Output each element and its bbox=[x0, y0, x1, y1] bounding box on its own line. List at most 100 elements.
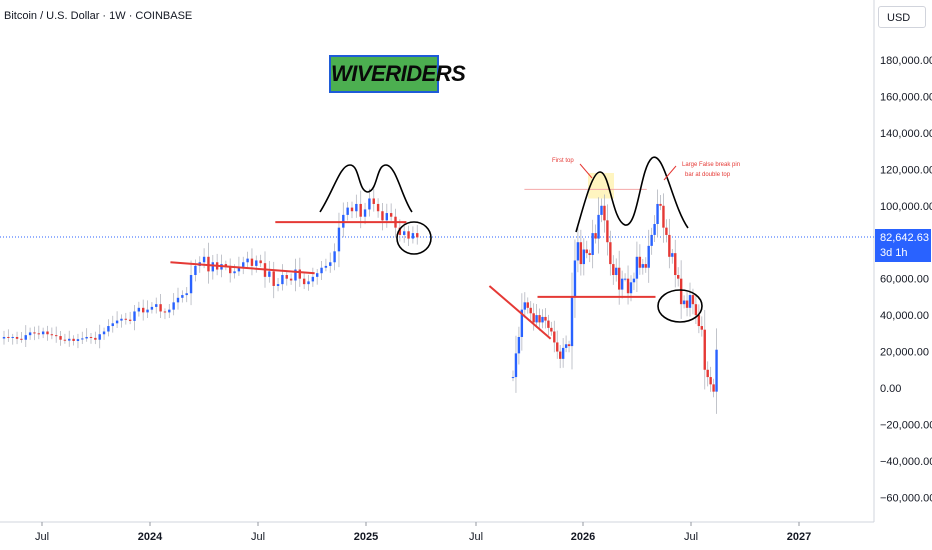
candle-body bbox=[316, 273, 319, 277]
candle-body bbox=[224, 264, 228, 266]
candle-body bbox=[535, 315, 538, 323]
candle-body bbox=[641, 264, 644, 268]
candle-body bbox=[559, 351, 562, 359]
right-series-candles bbox=[511, 189, 718, 414]
candle-body bbox=[553, 331, 556, 343]
candle-body bbox=[133, 311, 136, 321]
time-tick-label: 2026 bbox=[571, 531, 595, 543]
highlight-box bbox=[588, 172, 614, 199]
candle-body bbox=[600, 205, 603, 215]
candle-body bbox=[302, 278, 306, 285]
candle-body bbox=[268, 271, 271, 277]
candle-body bbox=[688, 295, 692, 308]
candle-body bbox=[107, 326, 110, 332]
candle-body bbox=[298, 269, 301, 279]
bar-countdown: 3d 1h bbox=[880, 247, 908, 259]
candle-body bbox=[653, 224, 656, 235]
candle-body bbox=[185, 293, 188, 296]
candle-body bbox=[211, 262, 214, 272]
currency-button[interactable]: USD bbox=[878, 6, 926, 28]
candle-body bbox=[233, 271, 236, 274]
candle-body bbox=[63, 339, 67, 341]
candle-body bbox=[706, 369, 709, 378]
candle-body bbox=[579, 242, 583, 265]
candle-body bbox=[7, 336, 10, 338]
time-axis[interactable]: Jul 2024 Jul 2025 Jul 2026 Jul 2027 bbox=[35, 522, 811, 543]
candle-body bbox=[703, 329, 706, 370]
candle-body bbox=[146, 309, 149, 313]
candle-body bbox=[591, 233, 594, 255]
candle-body bbox=[329, 262, 332, 266]
false-break-arrow bbox=[663, 165, 677, 181]
candle-body bbox=[561, 347, 565, 359]
candle-body bbox=[155, 304, 158, 307]
candle-body bbox=[168, 309, 171, 313]
current-price-tag: 82,642.63 3d 1h bbox=[875, 229, 931, 262]
candle-body bbox=[137, 307, 141, 312]
trendline bbox=[488, 285, 552, 340]
candle-body bbox=[37, 333, 40, 335]
candle-body bbox=[11, 336, 14, 338]
candle-body bbox=[55, 335, 58, 337]
candle-body bbox=[176, 297, 180, 303]
candle-body bbox=[697, 315, 701, 327]
candle-body bbox=[691, 295, 695, 305]
candle-body bbox=[150, 306, 154, 310]
candle-body bbox=[120, 318, 123, 321]
candle-body bbox=[517, 336, 521, 354]
candle-body bbox=[337, 227, 341, 252]
candle-body bbox=[647, 245, 650, 268]
price-tick-label: 20,000.00 bbox=[880, 347, 929, 359]
candle-body bbox=[626, 278, 630, 294]
candle-body bbox=[372, 198, 375, 204]
time-tick-label: 2025 bbox=[354, 531, 378, 543]
candle-body bbox=[668, 234, 671, 257]
candle-body bbox=[289, 278, 293, 281]
price-tick-label: 180,000.00 bbox=[880, 55, 932, 67]
candle-body bbox=[544, 316, 547, 321]
candle-body bbox=[550, 327, 553, 332]
candle-body bbox=[514, 353, 518, 378]
candle-body bbox=[285, 275, 288, 279]
candle-body bbox=[307, 281, 310, 285]
candle-body bbox=[181, 295, 184, 298]
candle-body bbox=[15, 336, 19, 339]
candle-body bbox=[172, 302, 175, 310]
candle-body bbox=[556, 342, 559, 352]
time-tick-label: 2027 bbox=[787, 531, 811, 543]
candle-body bbox=[346, 207, 349, 215]
candle-body bbox=[28, 332, 32, 336]
false-break-label-1: Large False break pin bbox=[682, 162, 740, 168]
candle-body bbox=[523, 302, 526, 310]
price-tick-label: −40,000.00 bbox=[880, 456, 932, 468]
time-tick-label: Jul bbox=[469, 531, 483, 543]
candle-body bbox=[411, 233, 415, 239]
candle-body bbox=[381, 211, 384, 221]
candle-body bbox=[2, 336, 6, 339]
candle-body bbox=[89, 336, 93, 338]
candle-body bbox=[588, 253, 591, 255]
false-break-label-2: bar at double top bbox=[685, 172, 731, 178]
candle-body bbox=[700, 326, 703, 330]
brand-logo: WIVERIDERS bbox=[329, 55, 466, 93]
breakdown-circle-left bbox=[396, 221, 432, 255]
candle-body bbox=[597, 214, 600, 239]
candle-body bbox=[359, 203, 362, 217]
candle-body bbox=[635, 256, 639, 279]
candle-body bbox=[20, 338, 23, 340]
candle-body bbox=[159, 304, 162, 312]
candle-body bbox=[242, 262, 245, 267]
candle-body bbox=[333, 251, 336, 263]
symbol-title[interactable]: Bitcoin / U.S. Dollar · 1W · COINBASE bbox=[4, 10, 193, 22]
candle-body bbox=[324, 265, 328, 268]
candle-body bbox=[615, 267, 618, 276]
candle-body bbox=[644, 264, 647, 268]
candle-body bbox=[585, 249, 588, 254]
candle-body bbox=[350, 207, 354, 212]
left-series-candles bbox=[2, 188, 419, 349]
candle-body bbox=[68, 338, 71, 341]
candle-body bbox=[659, 203, 662, 206]
candle-body bbox=[385, 213, 388, 221]
price-axis[interactable]: 180,000.00 160,000.00 140,000.00 120,000.00… bbox=[880, 55, 932, 504]
